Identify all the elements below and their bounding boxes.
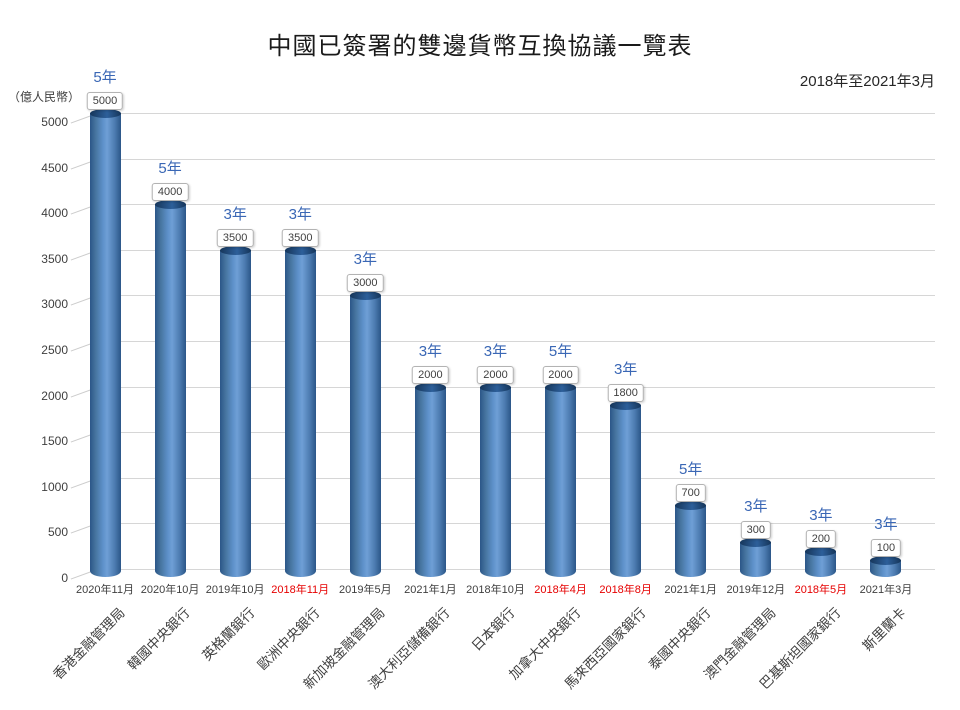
y-tick-label: 5000 — [41, 115, 68, 129]
bar-term-label: 5年 — [93, 69, 117, 86]
bar — [610, 404, 642, 577]
bar-bank-label: 韓國中央銀行 — [124, 605, 193, 673]
bar — [284, 249, 316, 577]
bar-bank-label: 泰國中央銀行 — [645, 605, 714, 673]
bar-bank-label: 香港金融管理局 — [50, 605, 128, 683]
bar-term-label: 3年 — [483, 342, 508, 360]
y-tick-label: 500 — [47, 525, 68, 540]
bar — [740, 541, 772, 577]
bar-value-label: 2000 — [477, 365, 514, 384]
bar-date-label: 2020年11月 — [76, 584, 134, 596]
bar-top-ellipse — [545, 382, 577, 392]
gridline — [97, 432, 935, 434]
bar-top-ellipse — [675, 501, 707, 511]
y-tick-label: 2000 — [41, 388, 68, 403]
bar-bank-label: 斯里蘭卡 — [859, 605, 909, 654]
gridline — [97, 295, 935, 297]
gridline — [97, 341, 935, 342]
bar-bank-label: 日本銀行 — [469, 605, 519, 654]
gridline — [97, 569, 935, 570]
gridline — [97, 158, 935, 160]
bar-top-ellipse — [870, 555, 902, 565]
bar-bank-label: 英格蘭銀行 — [199, 605, 258, 664]
gridline — [97, 249, 935, 251]
bar-value-label: 200 — [805, 529, 837, 548]
bar-date-label: 2018年10月 — [466, 584, 525, 596]
bar-top-ellipse — [349, 291, 381, 301]
y-tick-label: 1500 — [41, 434, 68, 449]
bar-date-label: 2021年1月 — [664, 584, 718, 596]
gridline — [97, 113, 935, 114]
bar — [479, 386, 511, 577]
gridline — [97, 523, 935, 525]
bar-top-ellipse — [284, 245, 316, 255]
bar-date-label: 2019年5月 — [339, 584, 392, 596]
chart-title: 中國已簽署的雙邊貨幣互換協議一覽表 — [267, 33, 693, 60]
bar-top-ellipse — [740, 537, 772, 547]
bar-value-label: 3000 — [347, 274, 384, 293]
y-tick-label: 1000 — [41, 479, 68, 494]
bar-term-label: 3年 — [223, 205, 247, 223]
bar-top-ellipse — [805, 546, 837, 556]
bar-term-label: 3年 — [418, 342, 443, 360]
bar-term-label: 3年 — [288, 205, 312, 223]
bar-term-label: 5年 — [158, 160, 182, 178]
bar-date-label: 2019年10月 — [205, 584, 265, 596]
bar-date-label: 2018年11月 — [271, 584, 330, 596]
y-tick-label: 4500 — [41, 160, 68, 175]
bar — [154, 204, 186, 577]
y-tick-label: 0 — [61, 571, 68, 585]
bar-value-label: 2000 — [542, 365, 579, 384]
bar-top-ellipse — [610, 400, 642, 410]
bar — [89, 113, 121, 577]
bar-date-label: 2019年12月 — [726, 584, 786, 596]
y-tick-label: 3500 — [41, 251, 68, 266]
bar-value-label: 300 — [740, 520, 771, 539]
gridline — [97, 204, 935, 206]
bar-top-ellipse — [414, 382, 446, 392]
bar-term-label: 3年 — [809, 506, 833, 524]
bar-value-label: 5000 — [86, 92, 124, 110]
bar-value-label: 700 — [675, 484, 706, 503]
bar-value-label: 4000 — [151, 183, 189, 202]
bar-date-label: 2021年3月 — [859, 584, 913, 596]
bar-value-label: 3500 — [216, 228, 254, 247]
bar-term-label: 3年 — [744, 497, 768, 515]
y-axis-unit-label: （億人民幣） — [8, 90, 81, 104]
bar-term-label: 5年 — [679, 461, 703, 479]
bar — [675, 505, 707, 577]
y-tick-label: 4000 — [41, 206, 68, 221]
bar-term-label: 3年 — [613, 360, 638, 378]
bar-date-label: 2020年10月 — [140, 584, 200, 596]
bar-value-label: 100 — [870, 538, 902, 557]
bar-term-label: 5年 — [548, 342, 573, 360]
gridline — [97, 477, 935, 479]
bar-top-ellipse — [89, 109, 121, 118]
bar-top-ellipse — [479, 382, 511, 392]
bar-date-label: 2018年5月 — [794, 584, 848, 596]
bar-term-label: 3年 — [353, 251, 377, 269]
y-tick-label: 2500 — [41, 343, 68, 357]
bar — [349, 295, 381, 577]
bar-term-label: 3年 — [874, 515, 898, 533]
bar — [219, 249, 251, 577]
bar-date-label: 2018年8月 — [599, 584, 652, 596]
gridline — [97, 386, 935, 388]
bar — [545, 386, 577, 577]
bar-value-label: 1800 — [607, 383, 644, 402]
bar — [414, 386, 446, 577]
bar-top-ellipse — [154, 200, 186, 210]
bar-value-label: 3500 — [281, 228, 319, 247]
bar-bank-label: 歐洲中央銀行 — [254, 605, 323, 673]
bar-date-label: 2021年1月 — [404, 584, 457, 596]
y-tick-label: 3000 — [41, 297, 68, 312]
bar-date-label: 2018年4月 — [534, 584, 587, 596]
chart-subtitle: 2018年至2021年3月 — [799, 73, 935, 90]
bar-top-ellipse — [219, 245, 251, 255]
bar-value-label: 2000 — [412, 365, 449, 384]
